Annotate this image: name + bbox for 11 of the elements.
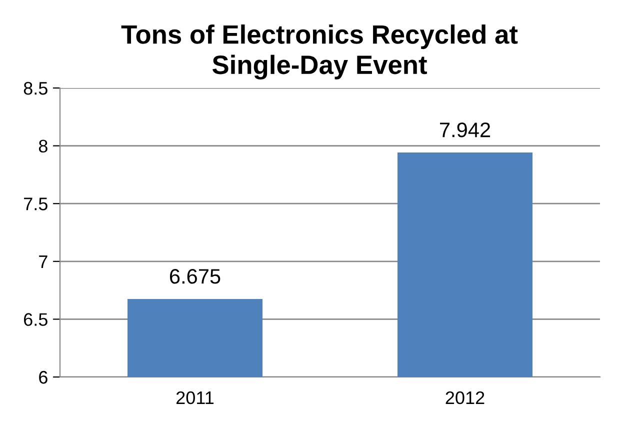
chart-title: Tons of Electronics Recycled at Single-Day Event [121, 24, 518, 80]
y-tick-label: 7.5 [24, 198, 48, 210]
y-tick-label: 7 [39, 256, 48, 268]
y-tick-label: 8 [38, 140, 48, 153]
data-label: 7.942 [440, 122, 490, 138]
y-tick-label: 8.5 [24, 82, 48, 95]
data-label: 6.675 [170, 268, 220, 284]
y-tick-label: 6 [39, 370, 48, 384]
y-tick-label: 6.5 [24, 313, 48, 326]
x-tick-label: 2012 [446, 391, 484, 404]
x-tick-label: 2011 [176, 391, 214, 404]
